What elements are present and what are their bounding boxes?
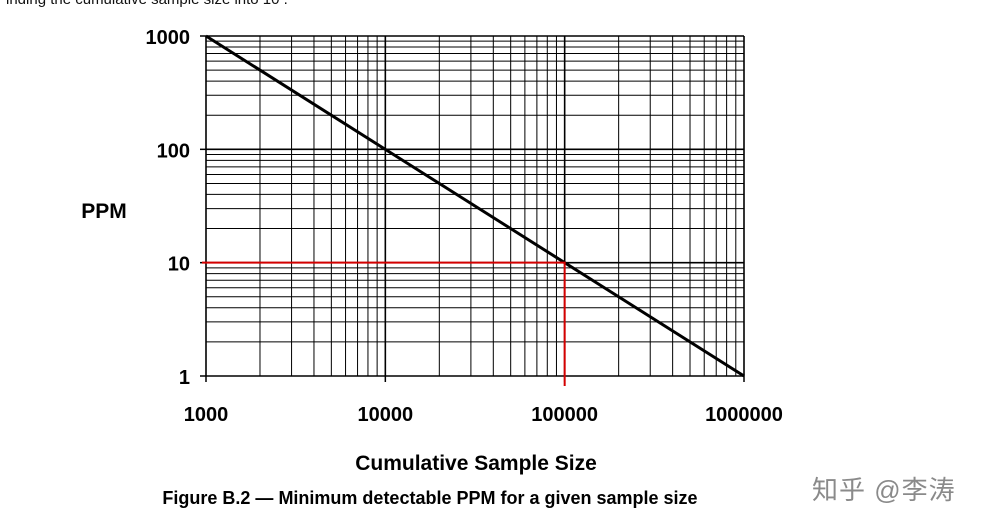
x-tick-label: 10000 — [358, 404, 414, 426]
y-axis-title: PPM — [81, 200, 127, 223]
x-tick-label: 1000000 — [705, 404, 783, 426]
reference-line — [202, 261, 566, 386]
x-tick-label: 1000 — [184, 404, 229, 426]
watermark: 知乎 @李涛 — [812, 475, 956, 505]
y-tick-label: 10 — [168, 254, 190, 276]
y-tick-label: 1000 — [146, 27, 191, 49]
figure-caption: Figure B.2 — Minimum detectable PPM for … — [162, 488, 698, 508]
grid-lines — [200, 35, 745, 382]
y-tick-label: 1 — [179, 367, 190, 389]
y-tick-label: 100 — [157, 140, 190, 162]
x-tick-label: 100000 — [531, 404, 598, 426]
cut-off-body-text: inding the cumulative sample size into 1… — [6, 0, 288, 8]
tick-labels: 1000 10000 100000 1000000 1000 100 10 1 — [146, 27, 783, 426]
log-log-chart: 1000 10000 100000 1000000 1000 100 10 1 Cumulat… — [81, 27, 783, 475]
series-lines — [202, 34, 745, 386]
series-line — [205, 34, 745, 378]
x-axis-title: Cumulative Sample Size — [355, 452, 597, 475]
